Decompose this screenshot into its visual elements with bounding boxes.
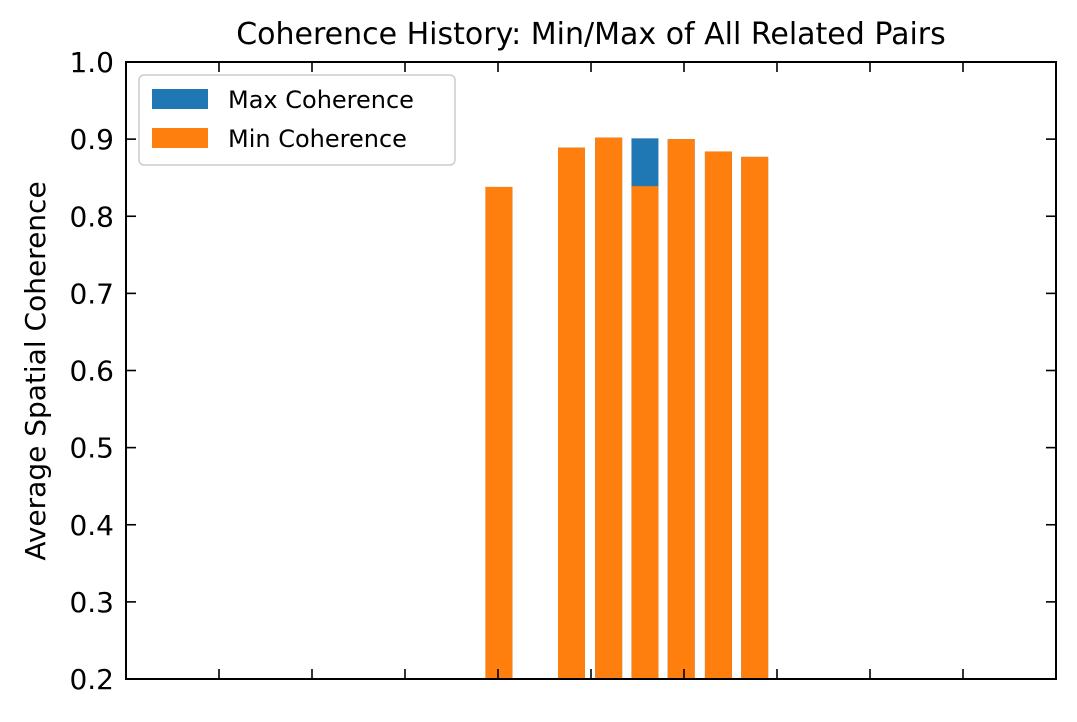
y-tick-label-1: 0.3	[69, 586, 114, 619]
bar-min-0	[485, 186, 513, 679]
legend-swatch-min	[152, 128, 208, 148]
bar-min-1	[557, 147, 585, 680]
bar-min-4	[667, 139, 695, 679]
bar-min-5	[704, 151, 732, 680]
y-tick-label-4: 0.6	[69, 355, 114, 388]
y-axis-ticks: 0.2 0.3 0.4 0.5 0.6 0.7 0.8 0.9 1.0	[69, 46, 1056, 696]
y-axis-label: Average Spatial Coherence	[19, 181, 52, 560]
y-tick-label-8: 1.0	[69, 46, 114, 79]
legend-swatch-max	[152, 89, 208, 109]
bars-layer	[485, 137, 769, 680]
bar-min-6	[741, 156, 769, 680]
chart-title: Coherence History: Min/Max of All Relate…	[236, 17, 946, 52]
legend-label-min: Min Coherence	[228, 125, 407, 153]
y-tick-label-7: 0.9	[69, 123, 114, 156]
legend[interactable]: Max Coherence Min Coherence	[138, 74, 456, 166]
bar-min-3	[631, 186, 659, 680]
y-tick-label-2: 0.4	[69, 509, 114, 542]
y-tick-label-0: 0.2	[69, 663, 114, 696]
x-axis-ticks	[125, 62, 1057, 679]
legend-box	[138, 74, 456, 166]
y-tick-label-6: 0.8	[69, 200, 114, 233]
y-tick-label-5: 0.7	[69, 277, 114, 310]
bar-min-2	[595, 137, 623, 679]
y-tick-label-3: 0.5	[69, 432, 114, 465]
legend-label-max: Max Coherence	[228, 86, 414, 114]
